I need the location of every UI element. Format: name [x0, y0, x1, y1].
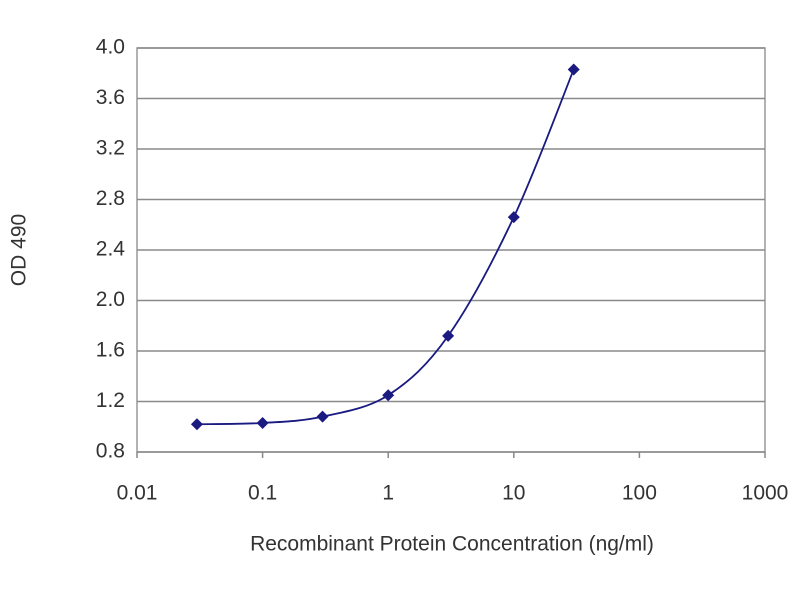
data-point [442, 329, 455, 342]
y-tick-label: 2.4 [96, 238, 126, 261]
y-axis-title: OD 490 [8, 214, 31, 286]
data-point [190, 418, 203, 431]
data-point [316, 410, 329, 423]
y-tick-label: 1.2 [96, 389, 125, 412]
x-tick-label: 100 [622, 482, 657, 505]
x-axis-title: Recombinant Protein Concentration (ng/ml… [250, 533, 654, 556]
y-tick-label: 1.6 [96, 339, 125, 362]
x-tick-label: 1 [382, 482, 394, 505]
data-point [382, 389, 395, 402]
data-point [567, 63, 580, 76]
x-tick-label: 0.1 [248, 482, 277, 505]
x-tick-label: 1000 [742, 482, 789, 505]
y-tick-label: 3.2 [96, 137, 125, 160]
x-tick-label: 0.01 [117, 482, 158, 505]
y-tick-label: 2.0 [96, 288, 125, 311]
y-tick-label: 4.0 [96, 36, 125, 59]
y-tick-label: 3.6 [96, 86, 125, 109]
data-point [507, 211, 520, 224]
data-point [256, 416, 269, 429]
y-tick-label: 0.8 [96, 440, 125, 463]
y-tick-label: 2.8 [96, 187, 125, 210]
x-tick-label: 10 [502, 482, 525, 505]
